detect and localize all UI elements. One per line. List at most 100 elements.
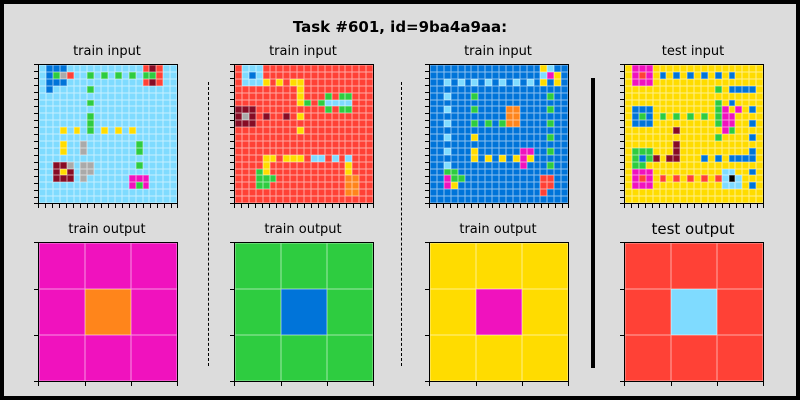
grid-cell	[499, 189, 506, 197]
grid-cell	[478, 189, 486, 197]
grid-cell	[631, 147, 639, 155]
grid-cell	[108, 154, 115, 162]
panel-label-train-output-2: train output	[264, 222, 342, 237]
grid-cell	[430, 134, 437, 141]
grid-cell	[59, 182, 67, 190]
grid-cell	[436, 127, 444, 134]
grid-cell	[87, 85, 95, 93]
grid-cell	[290, 168, 298, 176]
grid-cell	[547, 78, 555, 86]
grid-cell	[659, 140, 667, 148]
grid-cell	[659, 99, 667, 107]
grid-cell	[492, 154, 499, 162]
grid-cell	[742, 154, 750, 162]
grid-cell	[317, 175, 325, 183]
grid-cell	[108, 78, 115, 86]
grid-cell	[324, 106, 332, 114]
grid-cell	[505, 106, 513, 114]
grid-cell	[638, 154, 646, 162]
grid-cell	[652, 147, 660, 155]
grid-cell	[276, 175, 284, 183]
grid-cell	[59, 189, 67, 197]
grid-cell	[519, 113, 527, 121]
grid-cell	[756, 134, 763, 141]
axis-tick	[475, 382, 477, 386]
grid-cell	[52, 196, 60, 203]
grid-cell	[248, 147, 256, 155]
grid-cell	[666, 71, 674, 79]
grid-cell	[248, 71, 256, 79]
grid-cell	[687, 127, 694, 134]
grid-cell	[235, 71, 242, 79]
grid-cell	[457, 99, 465, 107]
grid-cell	[631, 78, 639, 86]
grid-cell	[114, 113, 122, 121]
axis-tick	[757, 204, 758, 208]
grid-cell	[659, 134, 667, 141]
grid-cell	[156, 182, 164, 190]
grid-cell	[255, 182, 263, 190]
grid-cell	[443, 168, 451, 176]
grid-cell	[135, 85, 143, 93]
grid-cell	[128, 65, 136, 72]
grid-cell	[66, 134, 74, 141]
grid-cell	[52, 113, 60, 121]
grid-cell	[519, 140, 527, 148]
grid-cell	[540, 92, 548, 100]
grid-cell	[547, 85, 555, 93]
grid-cell	[526, 134, 534, 141]
axis-tick	[555, 204, 556, 208]
grid-cell	[540, 189, 548, 197]
grid-cell	[281, 289, 327, 335]
axis-tick	[620, 381, 624, 382]
grid-cell	[671, 335, 717, 381]
grid-cell	[324, 175, 332, 183]
grid-cell	[694, 154, 701, 162]
axis-tick	[631, 204, 632, 208]
axis-tick	[670, 382, 672, 386]
dashed-separator-2	[401, 82, 402, 366]
axis-tick	[230, 120, 234, 121]
grid-cell	[680, 127, 688, 134]
grid-cell	[45, 140, 53, 148]
grid-cell	[39, 99, 46, 107]
axis-tick	[327, 382, 329, 386]
grid-cell	[121, 71, 129, 79]
grid-cell	[687, 85, 694, 93]
grid-cell	[324, 71, 332, 79]
grid-cell	[547, 168, 555, 176]
grid-cell	[269, 147, 277, 155]
grid-cell	[533, 182, 541, 190]
grid-cell	[324, 168, 332, 176]
grid-cell	[52, 120, 60, 128]
grid-cell	[366, 140, 373, 148]
grid-cell	[450, 168, 458, 176]
axis-tick	[230, 92, 234, 93]
grid-cell	[540, 161, 548, 169]
axis-tick	[230, 288, 234, 290]
grid-cell	[121, 182, 129, 190]
grid-cell	[255, 161, 263, 169]
grid-cell	[156, 134, 164, 141]
grid-cell	[248, 134, 256, 141]
grid-cell	[45, 147, 53, 155]
grid-cell	[652, 161, 660, 169]
grid-cell	[645, 78, 653, 86]
grid-cell	[756, 182, 763, 190]
grid-cell	[170, 134, 177, 141]
grid-cell	[359, 175, 367, 183]
grid-cell	[283, 127, 291, 134]
grid-cell	[310, 189, 318, 197]
grid-cell	[505, 85, 513, 93]
grid-cell	[749, 78, 757, 86]
axis-tick	[425, 92, 429, 93]
grid-cell	[721, 99, 729, 107]
grid-cell	[450, 147, 458, 155]
grid-cell	[297, 85, 304, 93]
grid-cell	[625, 168, 632, 176]
grid-cell	[66, 154, 74, 162]
axis-tick	[425, 203, 429, 204]
grid-cell	[478, 161, 486, 169]
grid-cell	[694, 65, 701, 72]
grid-cell	[533, 147, 541, 155]
